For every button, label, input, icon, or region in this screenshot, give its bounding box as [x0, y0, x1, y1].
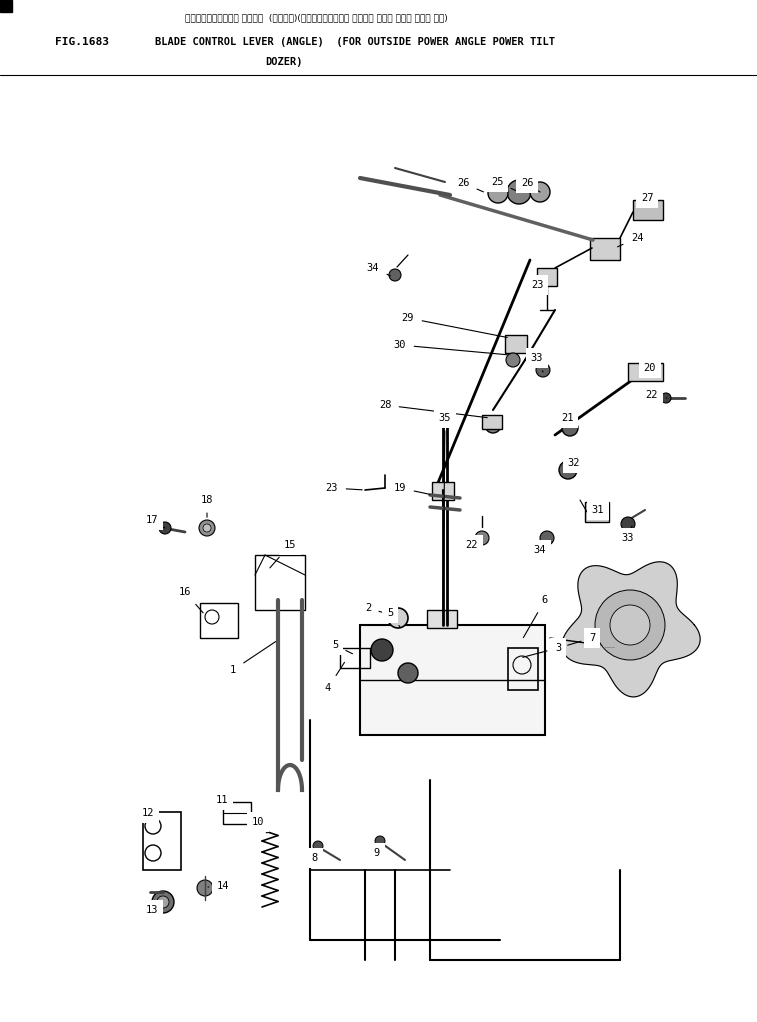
- Text: 26: 26: [521, 178, 540, 192]
- Text: 3: 3: [522, 643, 561, 657]
- Bar: [0, 0, 12, 12]
- Circle shape: [536, 363, 550, 377]
- Text: 17: 17: [146, 515, 165, 528]
- Text: 33: 33: [621, 526, 634, 543]
- Text: 4: 4: [325, 662, 344, 693]
- Circle shape: [389, 269, 401, 281]
- Bar: [508, 648, 538, 690]
- Text: 8: 8: [312, 850, 320, 863]
- Text: 28: 28: [378, 400, 488, 418]
- Text: 29: 29: [402, 313, 507, 337]
- Text: FIG.1683: FIG.1683: [55, 37, 109, 47]
- Text: 23: 23: [326, 483, 363, 493]
- Text: 34: 34: [366, 263, 391, 276]
- Bar: [628, 363, 663, 381]
- Circle shape: [488, 183, 508, 203]
- Text: 11: 11: [216, 795, 229, 805]
- Bar: [360, 625, 545, 735]
- Text: 27: 27: [640, 193, 653, 206]
- Text: 33: 33: [531, 353, 544, 372]
- Text: 18: 18: [201, 495, 213, 517]
- Bar: [482, 415, 502, 429]
- Bar: [537, 268, 557, 286]
- Circle shape: [507, 180, 531, 204]
- Polygon shape: [562, 562, 700, 697]
- Text: 16: 16: [179, 587, 203, 613]
- Text: ブレードコントロール レバーー  (アングル)(アウトサイドパワー アングル パワー チルト ドーザ ヨウ): ブレードコントロール レバーー (アングル)(アウトサイドパワー アングル パワ…: [185, 13, 447, 22]
- Text: 34: 34: [534, 543, 547, 555]
- Text: 35: 35: [439, 413, 451, 609]
- Text: 2: 2: [365, 603, 395, 616]
- Text: —: —: [155, 520, 159, 526]
- Circle shape: [595, 590, 665, 660]
- Circle shape: [157, 896, 169, 908]
- Text: 5: 5: [332, 640, 353, 654]
- Text: 31: 31: [592, 505, 604, 515]
- Text: ___: ___: [605, 643, 615, 648]
- Text: 23: 23: [531, 277, 544, 290]
- Bar: [505, 335, 527, 353]
- Circle shape: [313, 841, 323, 851]
- Circle shape: [610, 605, 650, 645]
- Circle shape: [371, 639, 393, 661]
- Text: 26: 26: [456, 178, 484, 192]
- Circle shape: [152, 891, 174, 913]
- Bar: [340, 648, 370, 668]
- Circle shape: [559, 461, 577, 479]
- Text: 22: 22: [646, 390, 667, 400]
- Circle shape: [530, 182, 550, 202]
- Circle shape: [540, 531, 554, 545]
- Circle shape: [159, 522, 171, 535]
- Text: 25: 25: [491, 177, 516, 191]
- Text: 15: 15: [269, 540, 296, 568]
- Text: 21: 21: [561, 413, 573, 425]
- Circle shape: [506, 353, 520, 367]
- Circle shape: [197, 880, 213, 896]
- Circle shape: [388, 608, 408, 628]
- Bar: [585, 502, 609, 522]
- Text: 14: 14: [208, 881, 229, 891]
- Text: DOZER): DOZER): [265, 57, 303, 67]
- Bar: [432, 482, 454, 500]
- Circle shape: [398, 663, 418, 683]
- Circle shape: [621, 517, 635, 531]
- Bar: [223, 802, 251, 824]
- Circle shape: [475, 531, 489, 545]
- Circle shape: [661, 393, 671, 403]
- Circle shape: [375, 836, 385, 846]
- Circle shape: [203, 524, 211, 532]
- Text: 22: 22: [466, 540, 481, 550]
- Text: 30: 30: [394, 340, 507, 355]
- Text: 1: 1: [230, 642, 276, 675]
- Text: BLADE CONTROL LEVER (ANGLE)  (FOR OUTSIDE POWER ANGLE POWER TILT: BLADE CONTROL LEVER (ANGLE) (FOR OUTSIDE…: [155, 37, 555, 47]
- Bar: [427, 610, 457, 628]
- Bar: [143, 812, 181, 870]
- Bar: [633, 200, 663, 220]
- Text: 20: 20: [643, 363, 656, 373]
- Text: 7: 7: [568, 633, 595, 645]
- Bar: [590, 238, 620, 260]
- Text: 5: 5: [387, 608, 400, 628]
- Text: 6: 6: [523, 595, 548, 638]
- Text: 19: 19: [394, 483, 430, 495]
- Text: 9: 9: [374, 845, 382, 858]
- Text: 12: 12: [142, 808, 154, 818]
- Bar: [200, 603, 238, 638]
- Circle shape: [199, 520, 215, 536]
- Text: 10: 10: [252, 817, 267, 833]
- Text: 32: 32: [568, 458, 581, 470]
- Text: 13: 13: [146, 905, 160, 915]
- Circle shape: [562, 420, 578, 436]
- Circle shape: [485, 417, 501, 433]
- Bar: [255, 555, 305, 610]
- Text: 24: 24: [618, 233, 643, 247]
